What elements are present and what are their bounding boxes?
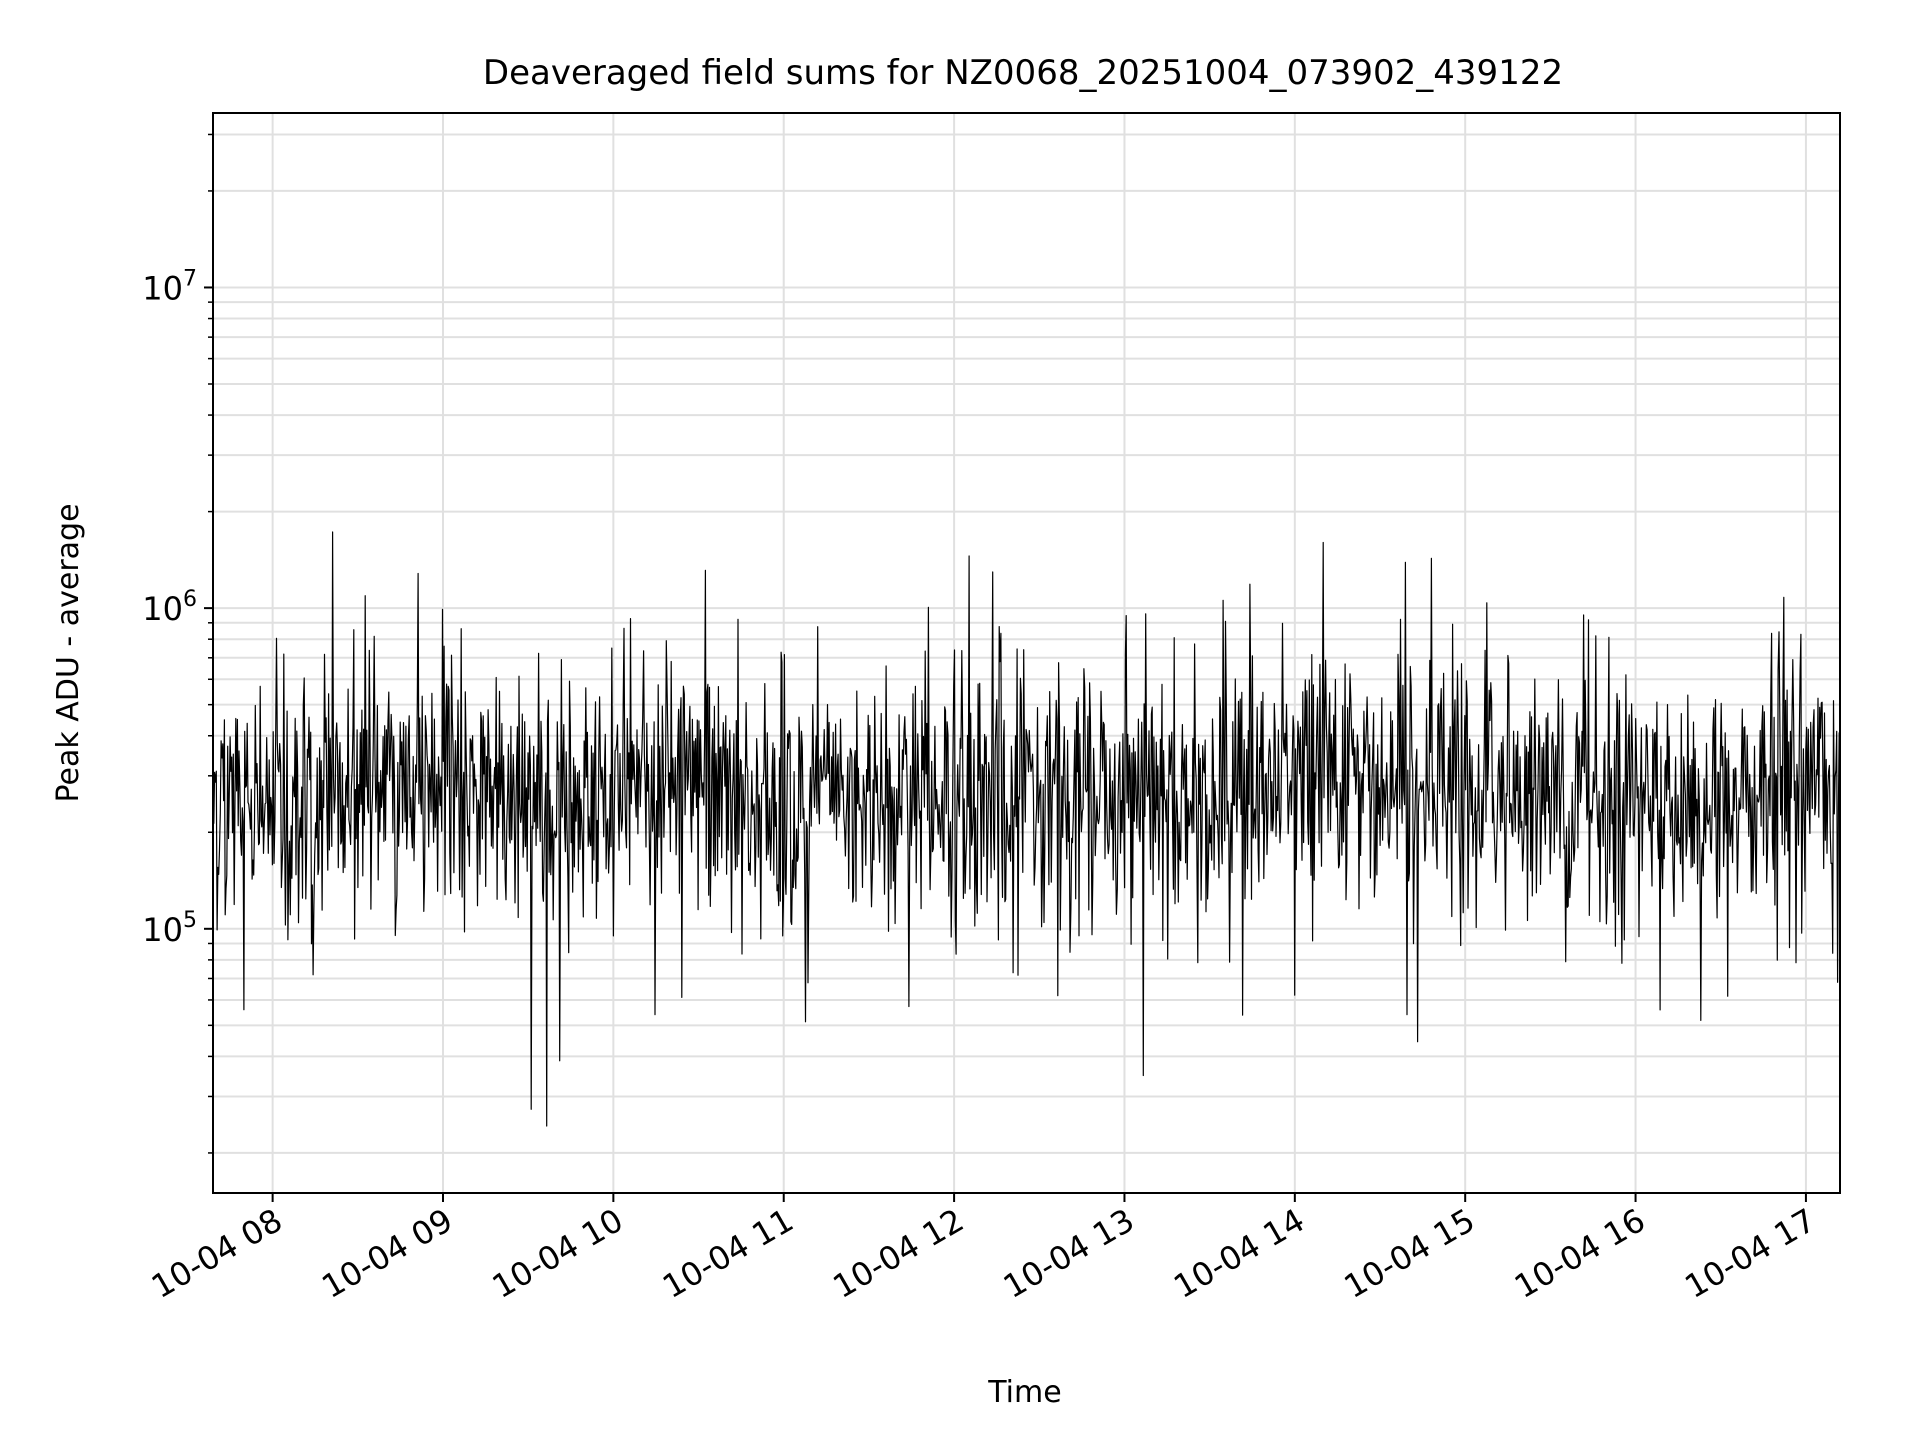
chart-title: Deaveraged field sums for NZ0068_2025100…: [483, 53, 1563, 93]
y-tick-label: 106: [142, 587, 197, 628]
y-axis: 105 106 107: [142, 133, 213, 1154]
y-tick-label: 105: [142, 908, 197, 949]
series-line: [212, 531, 1841, 1127]
data-series: [212, 531, 1841, 1127]
y-tick-label: 107: [142, 266, 197, 307]
y-axis-label: Peak ADU - average: [51, 503, 86, 802]
x-axis-label: Time: [987, 1375, 1061, 1410]
plot-frame: [212, 112, 1841, 1194]
